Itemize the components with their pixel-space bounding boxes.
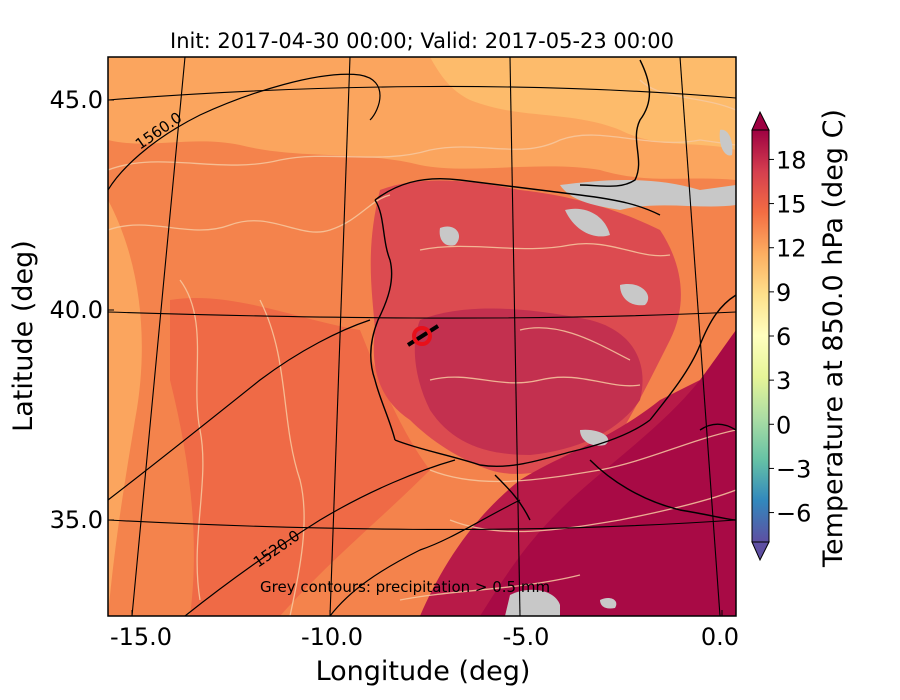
x-tick-label: -5.0 — [503, 623, 550, 651]
temperature-south-hot2 — [420, 380, 700, 616]
colorbar-body — [751, 129, 770, 543]
precip-patches — [439, 129, 736, 616]
colorbar-tick-label: 0 — [776, 411, 791, 439]
colorbar-tick-label: 6 — [776, 323, 791, 351]
temperature-south-hot — [470, 330, 736, 616]
colorbar-tick-label: 18 — [776, 146, 807, 174]
colorbar-tick-label: 15 — [776, 191, 807, 219]
location-track — [406, 324, 440, 347]
x-tick-label: -10.0 — [301, 623, 363, 651]
y-tick-label: 40.0 — [50, 296, 103, 324]
colorbar-tick-label: −3 — [776, 455, 811, 483]
colorbar-bottom-extend — [751, 541, 770, 562]
map-frame — [107, 56, 737, 617]
precip-annotation: Grey contours: precipitation > 0.5 mm — [260, 578, 550, 596]
temperature-band-mid — [170, 297, 430, 616]
colorbar-tick-label: 9 — [776, 279, 791, 307]
coastlines — [370, 59, 736, 521]
isotherm-contours — [108, 79, 736, 616]
plot-title: Init: 2017-04-30 00:00; Valid: 2017-05-2… — [170, 29, 674, 53]
y-tick-label: 35.0 — [50, 506, 103, 534]
y-tick-label: 45.0 — [50, 86, 103, 114]
location-marker — [412, 326, 432, 346]
graticule — [108, 57, 736, 616]
x-tick-label: -15.0 — [110, 623, 172, 651]
colorbar-top-extend — [751, 110, 770, 131]
y-axis-label: Latitude (deg) — [8, 240, 39, 432]
colorbar: 18 15 12 9 6 3 0 −3 −6 Temperature at 850.0 hPa … — [751, 109, 849, 568]
x-axis: -15.0 -10.0 -5.0 0.0 Longitude (deg) — [110, 610, 739, 687]
colorbar-tick-label: 3 — [776, 367, 791, 395]
x-tick-label: 0.0 — [701, 623, 739, 651]
map-panel: 1560.0 1520.0 Grey contours: precipitati… — [108, 57, 736, 616]
y-axis: 45.0 40.0 35.0 Latitude (deg) — [8, 86, 114, 534]
colorbar-tick-label: 12 — [776, 235, 807, 263]
x-axis-label: Longitude (deg) — [316, 656, 531, 687]
colorbar-tick-label: −6 — [776, 500, 811, 528]
colorbar-label: Temperature at 850.0 hPa (deg C) — [818, 109, 849, 568]
colorbar-ticks: 18 15 12 9 6 3 0 −3 −6 — [769, 146, 811, 528]
temperature-band-west — [108, 200, 142, 616]
temperature-band-north-light — [430, 57, 736, 150]
